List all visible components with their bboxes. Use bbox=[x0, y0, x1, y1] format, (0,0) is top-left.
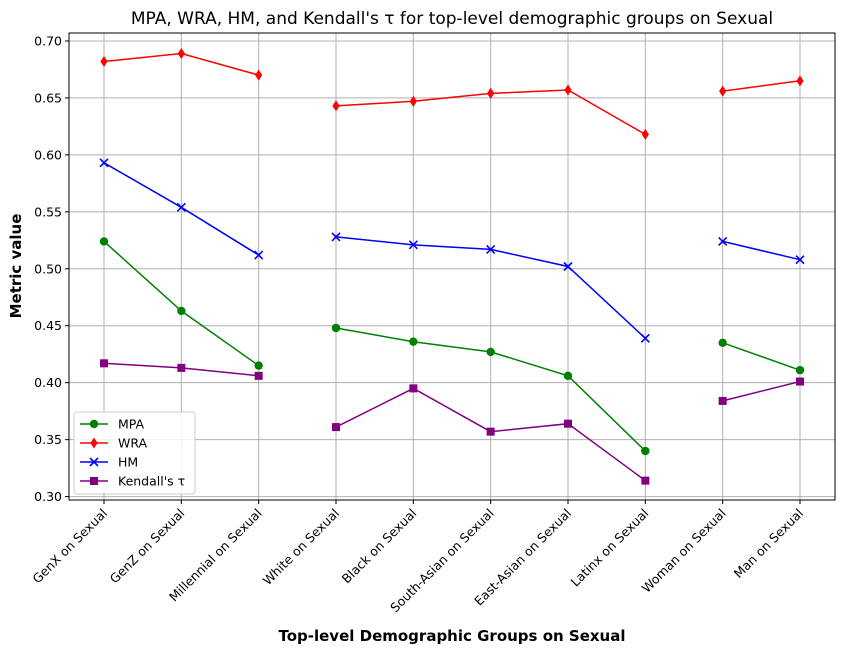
y-axis-label: Metric value bbox=[7, 214, 25, 319]
data-point-hm bbox=[795, 255, 805, 265]
x-axis-label: Top-level Demographic Groups on Sexual bbox=[278, 627, 625, 645]
x-tick-label: Woman on Sexual bbox=[639, 506, 729, 596]
legend-items: MPA WRA HM Kendall's τ bbox=[80, 417, 185, 489]
data-point-mpa bbox=[486, 347, 495, 357]
data-point-wra bbox=[564, 84, 572, 96]
data-point-wra bbox=[100, 55, 108, 67]
data-point-hm bbox=[563, 261, 573, 272]
y-tick-label: 0.35 bbox=[34, 432, 62, 447]
data-point-wra bbox=[641, 128, 649, 140]
series-layer bbox=[99, 48, 805, 485]
data-point-hm bbox=[640, 333, 650, 343]
series-line-hm bbox=[722, 240, 801, 261]
data-point-hm bbox=[99, 158, 109, 168]
data-point-mpa bbox=[99, 237, 109, 246]
chart-title: MPA, WRA, HM, and Kendall's τ for top-le… bbox=[131, 9, 773, 29]
legend-marker-hm bbox=[89, 457, 99, 467]
legend-label-wra: WRA bbox=[118, 436, 148, 451]
y-tick-label: 0.40 bbox=[34, 375, 62, 390]
data-point-kendall-s bbox=[641, 476, 650, 485]
y-tick-label: 0.45 bbox=[34, 318, 62, 333]
legend-marker-wra bbox=[90, 437, 98, 449]
y-tick-label: 0.60 bbox=[34, 147, 62, 162]
data-point-hm bbox=[486, 244, 496, 254]
series-wra bbox=[100, 48, 804, 140]
data-point-kendall-s bbox=[796, 377, 804, 386]
data-point-hm bbox=[254, 250, 264, 260]
data-point-mpa bbox=[641, 446, 650, 456]
y-tick-label: 0.55 bbox=[34, 204, 62, 219]
plot-area-frame bbox=[68, 32, 836, 501]
x-tick-label: Latinx on Sexual bbox=[568, 506, 652, 590]
series-line-mpa bbox=[722, 342, 801, 371]
data-point-hm bbox=[176, 202, 186, 212]
data-point-hm bbox=[718, 236, 728, 247]
data-point-mpa bbox=[795, 365, 805, 375]
data-point-wra bbox=[796, 75, 804, 87]
y-tick-label: 0.50 bbox=[34, 261, 62, 276]
legend-frame bbox=[73, 411, 196, 495]
grid-lines bbox=[69, 33, 835, 500]
series-line-kendall-s bbox=[722, 380, 801, 402]
data-point-wra bbox=[487, 87, 495, 99]
data-point-kendall-s bbox=[486, 427, 495, 436]
data-point-mpa bbox=[254, 361, 263, 370]
series-line-wra bbox=[722, 80, 801, 92]
x-tick-label: Man on Sexual bbox=[731, 506, 806, 581]
y-tick-label: 0.30 bbox=[34, 489, 62, 504]
legend-label-kendall-s: Kendall's τ bbox=[118, 474, 185, 489]
x-tick-label: White on Sexual bbox=[260, 506, 343, 589]
data-point-mpa bbox=[177, 306, 186, 316]
series-kendall-s bbox=[100, 359, 804, 485]
data-point-wra bbox=[177, 48, 185, 60]
legend-marker-kendall-s bbox=[90, 477, 98, 485]
data-point-kendall-s bbox=[177, 363, 186, 372]
legend-marker-mpa bbox=[89, 419, 99, 429]
series-hm bbox=[99, 158, 805, 343]
legend-label-mpa: MPA bbox=[118, 417, 145, 432]
data-point-mpa bbox=[718, 338, 727, 348]
data-point-mpa bbox=[331, 323, 341, 333]
data-point-kendall-s bbox=[332, 423, 340, 432]
data-point-wra bbox=[719, 85, 727, 97]
data-point-hm bbox=[408, 240, 418, 250]
data-point-wra bbox=[409, 95, 417, 107]
data-point-hm bbox=[331, 232, 341, 242]
data-point-kendall-s bbox=[718, 396, 727, 405]
data-point-mpa bbox=[409, 337, 418, 346]
legend-label-hm: HM bbox=[118, 455, 138, 470]
legend: MPA WRA HM Kendall's τ bbox=[73, 411, 196, 495]
y-tick-label: 0.65 bbox=[34, 90, 62, 105]
data-point-kendall-s bbox=[100, 359, 108, 368]
y-tick-label: 0.70 bbox=[34, 33, 62, 48]
data-point-mpa bbox=[563, 371, 573, 381]
data-point-kendall-s bbox=[254, 371, 263, 380]
data-point-wra bbox=[255, 69, 263, 81]
x-tick-label: GenZ on Sexual bbox=[107, 506, 188, 587]
y-axis-ticks: 0.30 0.35 0.40 0.45 0.50 0.55 0.60 0.65 0.70 bbox=[34, 33, 69, 504]
series-mpa bbox=[99, 237, 805, 456]
data-point-kendall-s bbox=[564, 419, 572, 428]
x-tick-label: Black on Sexual bbox=[339, 506, 420, 587]
data-point-kendall-s bbox=[409, 384, 418, 393]
x-tick-label: GenX on Sexual bbox=[29, 506, 110, 587]
data-point-wra bbox=[332, 100, 340, 112]
